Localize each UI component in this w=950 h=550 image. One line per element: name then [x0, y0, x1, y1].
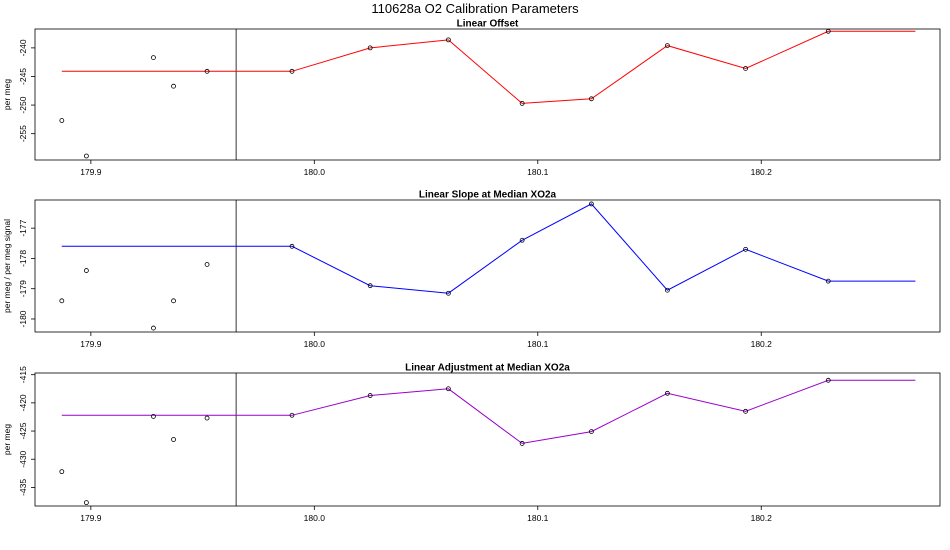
chart-1-series-point: [743, 246, 748, 252]
chart-1-series-point: [825, 278, 831, 284]
chart-2-series-point: [367, 393, 373, 398]
chart-1-series-line: [61, 203, 916, 294]
chart-2-x-tick-label: 180.1: [527, 513, 549, 523]
linear-offset-panel: Linear Offset 179.9 180.0 180.1 180.2 -240 -24…: [2, 19, 941, 177]
chart-1-x-tick-label: 180.2: [751, 339, 773, 349]
chart-2-series-point: [664, 390, 670, 396]
chart-1-series-point: [589, 201, 594, 207]
chart-1-early-point: [204, 262, 210, 267]
chart-1-early-point: [83, 268, 89, 273]
chart-0-x-tick-label: 180.2: [751, 167, 773, 177]
chart-2-y-tick-label: -435: [18, 479, 28, 496]
linear-slope-panel: Linear Slope at Median XO2a 179.9 180.0 180…: [2, 190, 941, 349]
chart-2-series-point: [519, 441, 525, 446]
chart-1-early-point: [59, 298, 65, 304]
chart-0-x-tick-label: 180.0: [304, 167, 326, 177]
chart-0-series-point: [743, 66, 748, 71]
chart-0-early-point: [171, 83, 176, 89]
chart-0-x-tick-label: 180.1: [527, 167, 549, 177]
chart-1-x-tick-label: 180.1: [527, 339, 549, 349]
chart-0-series-point: [367, 45, 373, 51]
chart-0-early-point: [59, 118, 65, 123]
chart-2-plot-frame: [34, 372, 941, 507]
chart-2-y-tick-label: -425: [18, 422, 28, 439]
chart-2-series-point: [743, 408, 748, 414]
linear-adjustment-panel: Linear Adjustment at Median XO2a 179.9 180…: [2, 363, 941, 523]
chart-1-series-point: [664, 287, 670, 293]
chart-0-y-axis-label: per meg: [2, 79, 12, 110]
chart-0-title: Linear Offset: [457, 19, 519, 30]
chart-0-series-point: [664, 43, 670, 48]
chart-2-series-point: [825, 377, 831, 383]
chart-2-early-point: [171, 437, 176, 442]
chart-0-series-point: [445, 37, 451, 43]
chart-2-x-tick-label: 179.9: [80, 513, 102, 523]
chart-0-early-point: [204, 68, 210, 74]
chart-0-plot-frame: [34, 28, 941, 161]
chart-1-y-axis-label: per meg / per meg signal: [2, 219, 12, 313]
chart-0-x-tick-label: 179.9: [80, 167, 102, 177]
chart-2-series-point: [589, 429, 594, 435]
chart-2-early-point: [83, 500, 89, 506]
chart-1-early-point: [171, 298, 176, 304]
chart-2-early-point: [204, 415, 210, 421]
chart-1-series-point: [445, 290, 451, 296]
chart-0-y-tick-label: -255: [18, 125, 28, 142]
chart-0-series-point: [289, 68, 295, 74]
chart-0-y-tick-label: -245: [18, 68, 28, 85]
chart-2-series-point: [445, 386, 451, 392]
chart-0-series-point: [519, 100, 525, 106]
chart-1-title: Linear Slope at Median XO2a: [419, 190, 557, 201]
chart-0-series-line: [61, 30, 916, 104]
chart-1-series-point: [367, 283, 373, 289]
chart-2-y-axis-label: per meg: [2, 424, 12, 455]
chart-2-series-line: [61, 379, 916, 444]
chart-0-early-point: [151, 55, 156, 61]
chart-1-y-tick-label: -177: [18, 219, 28, 236]
chart-0-early-point: [83, 153, 89, 159]
chart-0-series-point: [825, 28, 831, 34]
chart-2-series-point: [289, 412, 295, 418]
chart-1-x-tick-label: 180.0: [304, 339, 326, 349]
chart-2-y-tick-label: -430: [18, 450, 28, 467]
chart-2-y-tick-label: -415: [18, 366, 28, 383]
chart-1-y-tick-label: -179: [18, 280, 28, 297]
chart-0-y-tick-label: -250: [18, 96, 28, 113]
chart-1-early-point: [151, 325, 156, 331]
chart-2-x-tick-label: 180.0: [304, 513, 326, 523]
chart-2-early-point: [59, 469, 65, 475]
chart-1-x-tick-label: 179.9: [80, 339, 102, 349]
chart-1-plot-frame: [34, 199, 941, 333]
chart-2-x-tick-label: 180.2: [751, 513, 773, 523]
chart-1-y-tick-label: -180: [18, 310, 28, 327]
chart-1-y-tick-label: -178: [18, 250, 28, 267]
chart-2-early-point: [151, 413, 156, 419]
chart-0-y-tick-label: -240: [18, 39, 28, 56]
chart-1-series-point: [289, 243, 295, 249]
chart-1-series-point: [519, 237, 525, 243]
chart-0-series-point: [589, 96, 594, 102]
figure-title: 110628a O2 Calibration Parameters: [371, 1, 579, 16]
chart-2-title: Linear Adjustment at Median XO2a: [405, 363, 570, 374]
chart-2-y-tick-label: -420: [18, 394, 28, 411]
